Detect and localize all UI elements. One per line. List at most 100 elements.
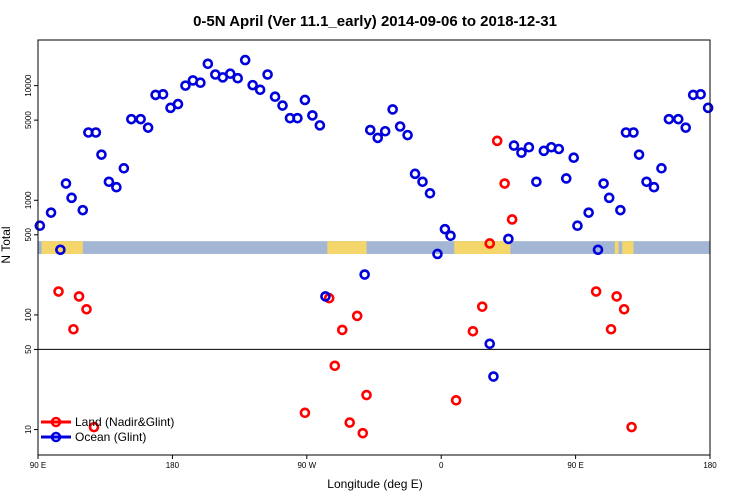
ocean-point (118, 163, 130, 174)
ocean-point (372, 132, 384, 144)
land-point (361, 389, 372, 401)
y-tick-label: 50 (24, 344, 33, 353)
ocean-point (394, 121, 406, 132)
land-point (450, 394, 462, 406)
map-band-ocean (38, 241, 710, 254)
ocean-point (572, 220, 583, 232)
ocean-point (45, 207, 57, 218)
ocean-point (299, 94, 311, 106)
ocean-point (672, 113, 684, 125)
legend: Land (Nadir&Glint) Ocean (Glint) (41, 415, 174, 444)
ocean-point (254, 84, 266, 96)
ocean-point (568, 152, 580, 164)
x-axis: 90 E 180 90 W 0 90 E 180 (30, 455, 717, 470)
legend-item-ocean: Ocean (Glint) (41, 430, 146, 444)
land-point (73, 291, 85, 302)
ocean-point (195, 77, 206, 89)
map-band (38, 241, 710, 254)
land-point (88, 421, 100, 433)
land-point (299, 407, 311, 419)
ocean-point (379, 125, 391, 137)
y-tick-label: 10000 (24, 74, 33, 97)
ocean-point (663, 113, 675, 125)
ocean-point (172, 98, 184, 110)
map-band-land (622, 241, 634, 254)
ocean-point (66, 192, 77, 204)
land-point (605, 323, 617, 335)
ocean-point (702, 102, 714, 114)
y-axis: 10 50 100 500 1000 5000 10000 (24, 74, 38, 434)
legend-label-land: Land (Nadir&Glint) (75, 415, 174, 429)
y-axis-label: N Total (0, 226, 13, 263)
y-tick-label: 1000 (24, 191, 33, 209)
ocean-point (292, 112, 303, 124)
x-tick-label: 90 E (567, 461, 583, 470)
ocean-point (307, 110, 318, 121)
land-point (81, 303, 92, 315)
ocean-point (126, 113, 137, 125)
ocean-point (96, 149, 107, 160)
ocean-point (417, 176, 428, 188)
ocean-point (615, 204, 626, 216)
ocean-point (680, 122, 692, 133)
ocean-point (603, 192, 615, 204)
ocean-point (34, 220, 46, 232)
ocean-point (531, 176, 542, 188)
x-tick-label: 180 (166, 461, 180, 470)
x-tick-label: 180 (703, 461, 717, 470)
ocean-point (432, 248, 443, 260)
y-tick-label: 5000 (24, 111, 33, 129)
land-point (336, 324, 348, 336)
land-point (618, 303, 630, 315)
land-point (53, 286, 64, 297)
ocean-point (142, 122, 154, 133)
ocean-point (439, 223, 451, 235)
ocean-point (60, 178, 72, 189)
ocean-point (180, 80, 191, 91)
ocean-point (111, 181, 122, 193)
ocean-point (633, 149, 645, 160)
land-point (611, 291, 622, 302)
ocean-point (424, 188, 436, 199)
y-tick-label: 10 (24, 425, 33, 434)
ocean-point (262, 69, 273, 80)
ocean-point (402, 129, 413, 141)
ocean-point (55, 244, 66, 256)
plot-frame (37, 39, 711, 456)
ocean-point (523, 141, 535, 153)
land-point (68, 323, 79, 335)
ocean-point (508, 140, 520, 151)
legend-swatch-marker (50, 431, 62, 443)
ocean-point (314, 120, 326, 131)
ocean-point (488, 371, 499, 382)
ocean-point (77, 204, 89, 216)
legend-swatch-marker (50, 416, 62, 428)
ocean-point (247, 79, 258, 91)
ocean-point (202, 58, 214, 70)
ocean-point (224, 68, 236, 80)
ocean-point (592, 244, 604, 256)
land-point (626, 421, 637, 433)
land-point (499, 178, 510, 189)
ocean-point (364, 124, 376, 136)
ocean-point (157, 89, 169, 100)
legend-item-land: Land (Nadir&Glint) (41, 415, 174, 429)
ocean-point (90, 127, 102, 138)
land-point (476, 301, 488, 312)
ocean-point (560, 173, 572, 184)
x-axis-label: Longitude (deg E) (327, 477, 422, 491)
ocean-point (598, 178, 609, 189)
ocean-point (628, 127, 639, 138)
ocean-point (387, 104, 398, 115)
ocean-point (641, 176, 652, 188)
ocean-point (445, 230, 456, 242)
x-tick-label: 0 (439, 461, 444, 470)
x-tick-label: 90 W (297, 461, 316, 470)
land-point (484, 238, 496, 249)
ocean-point (503, 233, 514, 245)
chart-title: 0-5N April (Ver 11.1_early) 2014-09-06 t… (193, 13, 557, 30)
ocean-point (553, 143, 565, 155)
land-point (491, 135, 503, 147)
ocean-point (516, 147, 527, 158)
